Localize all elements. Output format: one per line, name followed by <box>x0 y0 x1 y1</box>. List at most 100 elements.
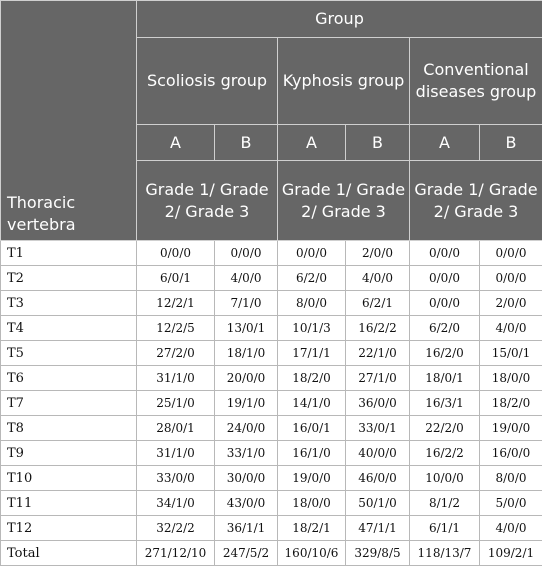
table-cell: 31/1/0 <box>137 366 215 391</box>
table-cell: 20/0/0 <box>215 366 278 391</box>
table-cell: 18/0/1 <box>410 366 480 391</box>
table-cell: 6/2/0 <box>278 266 346 291</box>
table-cell: 36/1/1 <box>215 516 278 541</box>
table-cell: 5/0/0 <box>480 491 542 516</box>
table-cell: 16/3/1 <box>410 391 480 416</box>
table-cell: 12/2/1 <box>137 291 215 316</box>
table-cell: 40/0/0 <box>346 441 410 466</box>
table-cell: 329/8/5 <box>346 541 410 566</box>
table-cell: 0/0/0 <box>480 266 542 291</box>
table-cell: 4/0/0 <box>346 266 410 291</box>
table-cell: 16/2/2 <box>410 441 480 466</box>
subgroup-header: B <box>215 125 278 161</box>
table-cell: 27/1/0 <box>346 366 410 391</box>
table-cell: 18/2/1 <box>278 516 346 541</box>
table-cell: 33/0/0 <box>137 466 215 491</box>
conventional-diseases-group-header: Conventional diseases group <box>410 38 542 125</box>
table-cell: 10/0/0 <box>410 466 480 491</box>
table-cell: 16/2/0 <box>410 341 480 366</box>
table-cell: 2/0/0 <box>480 291 542 316</box>
table-cell: 32/2/2 <box>137 516 215 541</box>
table-cell: 22/2/0 <box>410 416 480 441</box>
row-label: T6 <box>1 366 137 391</box>
table-cell: 14/1/0 <box>278 391 346 416</box>
table-cell: 24/0/0 <box>215 416 278 441</box>
row-label: T9 <box>1 441 137 466</box>
table-cell: 17/1/1 <box>278 341 346 366</box>
table-cell: 6/2/0 <box>410 316 480 341</box>
table-cell: 0/0/0 <box>215 241 278 266</box>
subgroup-header: A <box>137 125 215 161</box>
row-label: T11 <box>1 491 137 516</box>
table-header: Thoracic vertebra Group Scoliosis group … <box>1 1 542 241</box>
table-cell: 0/0/0 <box>410 266 480 291</box>
subgroup-header: B <box>346 125 410 161</box>
table-cell: 19/1/0 <box>215 391 278 416</box>
subgroup-header: A <box>410 125 480 161</box>
scoliosis-group-header: Scoliosis group <box>137 38 278 125</box>
table-cell: 19/0/0 <box>480 416 542 441</box>
table-cell: 25/1/0 <box>137 391 215 416</box>
table-cell: 16/2/2 <box>346 316 410 341</box>
table-cell: 8/0/0 <box>480 466 542 491</box>
table-cell: 0/0/0 <box>480 241 542 266</box>
group-header: Group <box>137 1 542 38</box>
row-label: T10 <box>1 466 137 491</box>
table-cell: 12/2/5 <box>137 316 215 341</box>
table-cell: 50/1/0 <box>346 491 410 516</box>
row-label: T8 <box>1 416 137 441</box>
table-cell: 0/0/0 <box>137 241 215 266</box>
table-cell: 18/1/0 <box>215 341 278 366</box>
table-cell: 16/0/1 <box>278 416 346 441</box>
subgroup-header: A <box>278 125 346 161</box>
table-cell: 27/2/0 <box>137 341 215 366</box>
table-cell: 109/2/1 <box>480 541 542 566</box>
table-cell: 2/0/0 <box>346 241 410 266</box>
table-cell: 28/0/1 <box>137 416 215 441</box>
row-label: T5 <box>1 341 137 366</box>
grade-header: Grade 1/ Grade 2/ Grade 3 <box>410 161 542 241</box>
table-cell: 18/2/0 <box>278 366 346 391</box>
table-cell: 8/0/0 <box>278 291 346 316</box>
table-cell: 16/0/0 <box>480 441 542 466</box>
table-cell: 7/1/0 <box>215 291 278 316</box>
table-cell: 15/0/1 <box>480 341 542 366</box>
table-cell: 6/0/1 <box>137 266 215 291</box>
table-cell: 30/0/0 <box>215 466 278 491</box>
table-cell: 33/1/0 <box>215 441 278 466</box>
table-cell: 4/0/0 <box>480 316 542 341</box>
thoracic-vertebra-header: Thoracic vertebra <box>1 1 137 241</box>
table-cell: 22/1/0 <box>346 341 410 366</box>
subgroup-header: B <box>480 125 542 161</box>
row-label: T7 <box>1 391 137 416</box>
kyphosis-group-header: Kyphosis group <box>278 38 410 125</box>
grade-header: Grade 1/ Grade 2/ Grade 3 <box>278 161 410 241</box>
table-cell: 34/1/0 <box>137 491 215 516</box>
table-cell: 18/2/0 <box>480 391 542 416</box>
table-cell: 4/0/0 <box>215 266 278 291</box>
table-cell: 6/2/1 <box>346 291 410 316</box>
row-label: T1 <box>1 241 137 266</box>
row-label: T3 <box>1 291 137 316</box>
table-cell: 16/1/0 <box>278 441 346 466</box>
row-label: T2 <box>1 266 137 291</box>
grade-header: Grade 1/ Grade 2/ Grade 3 <box>137 161 278 241</box>
row-label: T4 <box>1 316 137 341</box>
table-cell: 118/13/7 <box>410 541 480 566</box>
table-cell: 0/0/0 <box>410 291 480 316</box>
table-cell: 47/1/1 <box>346 516 410 541</box>
table-cell: 18/0/0 <box>480 366 542 391</box>
